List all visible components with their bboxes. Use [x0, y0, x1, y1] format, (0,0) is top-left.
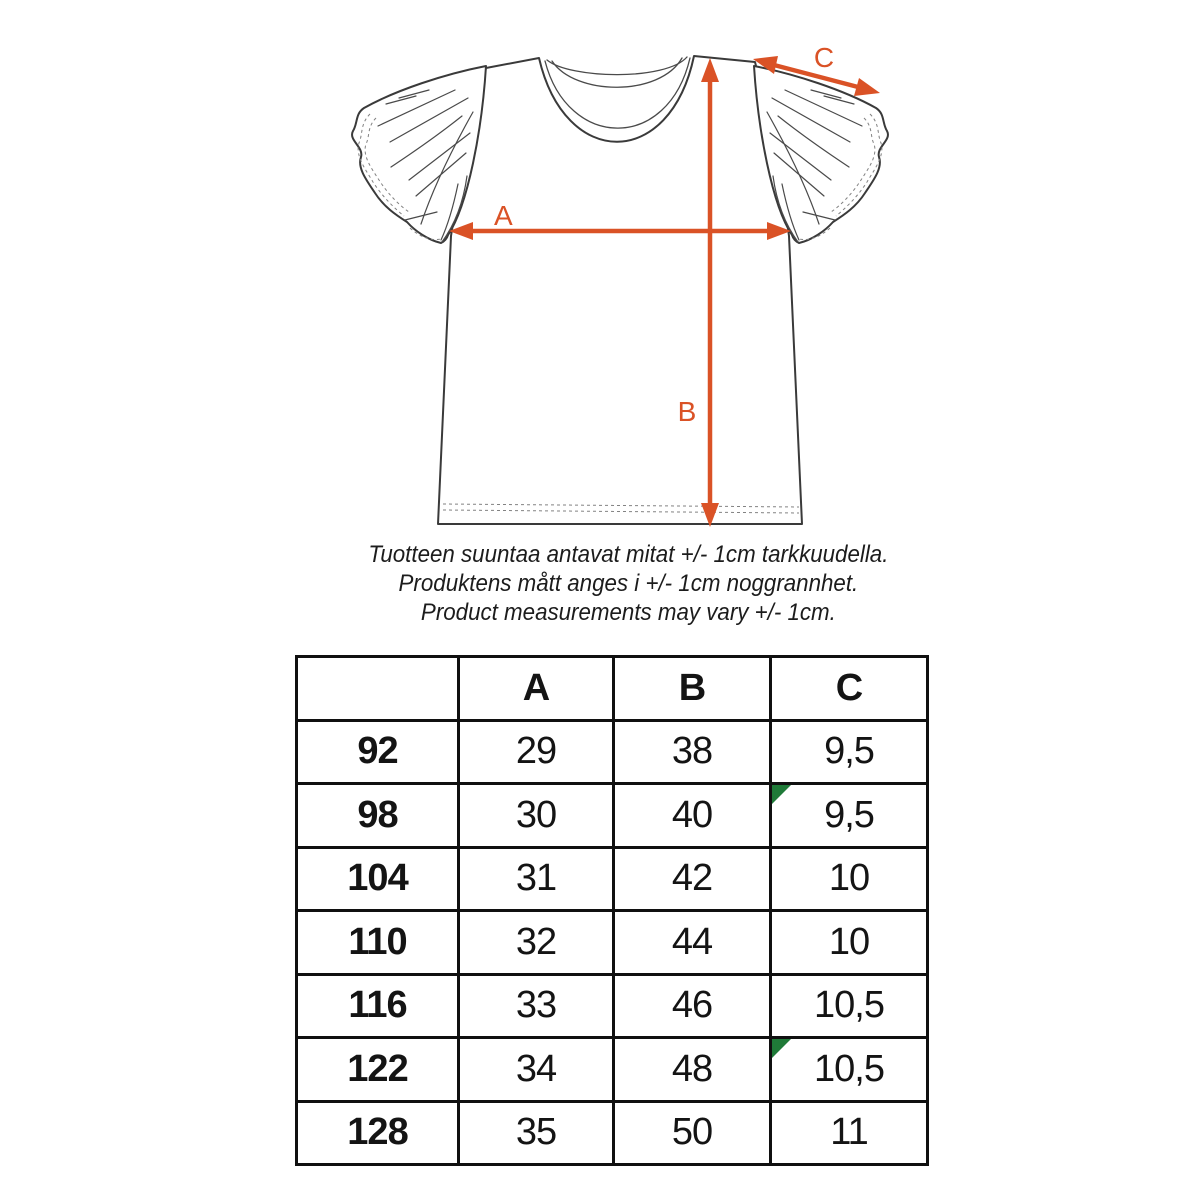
c-cell: 10,5 [769, 1036, 929, 1103]
cell-flag-triangle [772, 1039, 791, 1058]
header-c: C [769, 655, 929, 722]
measurement-arrow-b [701, 58, 719, 527]
b-cell: 42 [612, 845, 772, 912]
size-cell: 92 [295, 718, 460, 785]
tolerance-notes: Tuotteen suuntaa antavat mitat +/- 1cm t… [163, 540, 1093, 627]
a-cell: 35 [457, 1099, 615, 1166]
a-cell: 32 [457, 909, 615, 976]
table-row: 92 29 38 9,5 [295, 718, 929, 785]
size-cell: 128 [295, 1099, 460, 1166]
c-value: 9,5 [824, 793, 875, 836]
size-cell: 98 [295, 782, 460, 849]
c-cell: 9,5 [769, 782, 929, 849]
size-cell: 116 [295, 972, 460, 1039]
b-cell: 44 [612, 909, 772, 976]
header-b: B [612, 655, 772, 722]
c-cell: 10 [769, 909, 929, 976]
tshirt-measurement-diagram: A B C [351, 42, 889, 527]
size-cell: 122 [295, 1036, 460, 1103]
table-row: 110 32 44 10 [295, 909, 929, 976]
size-cell: 104 [295, 845, 460, 912]
label-c: C [814, 42, 834, 73]
size-cell: 110 [295, 909, 460, 976]
a-cell: 33 [457, 972, 615, 1039]
note-swedish: Produktens mått anges i +/- 1cm noggrann… [398, 570, 859, 597]
b-cell: 40 [612, 782, 772, 849]
table-header-row: A B C [295, 655, 929, 722]
cell-flag-triangle [772, 785, 791, 804]
a-cell: 30 [457, 782, 615, 849]
table-row: 122 34 48 10,5 [295, 1036, 929, 1103]
note-finnish: Tuotteen suuntaa antavat mitat +/- 1cm t… [368, 541, 889, 568]
table-row: 128 35 50 11 [295, 1099, 929, 1166]
b-cell: 50 [612, 1099, 772, 1166]
table-row: 104 31 42 10 [295, 845, 929, 912]
table-row: 116 33 46 10,5 [295, 972, 929, 1039]
label-b: B [678, 396, 697, 427]
c-cell: 9,5 [769, 718, 929, 785]
table-row: 98 30 40 9,5 [295, 782, 929, 849]
label-a: A [494, 200, 513, 231]
c-cell: 11 [769, 1099, 929, 1166]
header-a: A [457, 655, 615, 722]
tshirt-body [437, 55, 803, 525]
a-cell: 31 [457, 845, 615, 912]
b-cell: 48 [612, 1036, 772, 1103]
size-table: A B C 92 29 38 9,5 98 30 40 9,5 104 31 4… [295, 655, 929, 1166]
c-cell: 10 [769, 845, 929, 912]
c-cell: 10,5 [769, 972, 929, 1039]
b-cell: 38 [612, 718, 772, 785]
measurement-arrow-c [753, 56, 880, 96]
measurement-arrow-a [449, 222, 791, 240]
c-value: 10,5 [814, 1047, 885, 1090]
a-cell: 34 [457, 1036, 615, 1103]
header-size [295, 655, 460, 722]
b-cell: 46 [612, 972, 772, 1039]
left-sleeve [351, 65, 487, 244]
note-english: Product measurements may vary +/- 1cm. [420, 599, 836, 626]
a-cell: 29 [457, 718, 615, 785]
